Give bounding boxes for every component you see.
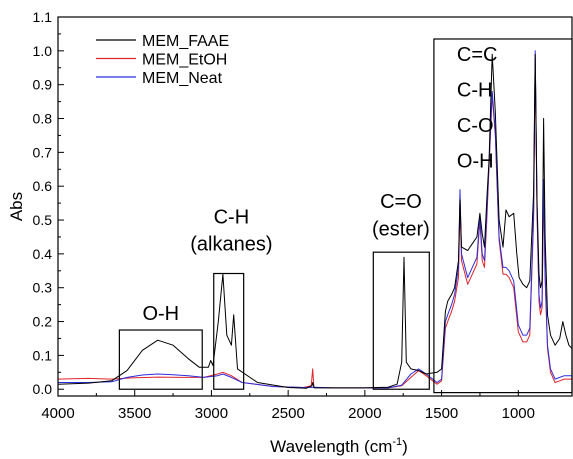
series-layer (57, 50, 573, 389)
annotation-box-oh (118, 329, 203, 390)
y-tick-label: 0.3 (33, 280, 53, 296)
annotation-box-fp (433, 38, 573, 394)
x-tick-label: 2000 (348, 405, 381, 422)
legend-label: MEM_EtOH (142, 52, 227, 69)
x-tick-label: 1500 (425, 405, 458, 422)
x-axis-label-main: Wavelength (cm (270, 437, 392, 456)
annotation-label-ch: (alkanes) (190, 233, 272, 255)
y-tick-label: 0.7 (33, 144, 53, 160)
y-tick-label: 0.6 (33, 178, 53, 194)
y-tick-label: 0.2 (33, 314, 53, 330)
y-tick-label: 0.9 (33, 77, 53, 93)
y-axis-label: Abs (7, 192, 26, 221)
annotation-box-ch (213, 272, 245, 390)
annotation-box-co (372, 251, 430, 390)
y-tick-label: 0.4 (33, 246, 53, 262)
x-tick-label: 1000 (502, 405, 535, 422)
annotation-label-co: C=O (380, 191, 422, 213)
x-axis-label: Wavelength (cm-1) (270, 436, 408, 456)
annotation-label-oh: O-H (142, 303, 179, 325)
annotation-label-ch: C-H (214, 206, 250, 228)
y-tick-label: 0.1 (33, 347, 53, 363)
x-axis-label-superscript: -1 (392, 436, 402, 448)
annotation-layer: O-H C-H (alkanes) C=O (ester) C=C C-H C-O O-H (118, 38, 573, 394)
x-tick-label: 2500 (271, 405, 304, 422)
legend-label: MEM_Neat (142, 70, 223, 87)
axis-layer: 4000 3500 3000 2500 2000 1500 1000 0.0 0.1 0.2 0.3… (33, 9, 535, 422)
annotation-label-co: (ester) (372, 218, 430, 240)
plot-frame (57, 16, 573, 397)
x-tick-label: 4000 (41, 405, 74, 422)
y-tick-label: 0.0 (33, 381, 53, 397)
x-tick-label: 3500 (118, 405, 151, 422)
annotation-label-fp: C-O (457, 115, 494, 137)
y-tick-label: 0.8 (33, 111, 53, 127)
series-line-mem-faae (57, 53, 573, 389)
x-axis-label-close: ) (402, 437, 408, 456)
annotation-label-fp: C=C (457, 44, 498, 66)
annotation-label-fp: C-H (457, 80, 493, 102)
y-tick-label: 1.0 (33, 43, 53, 59)
y-tick-label: 1.1 (33, 9, 53, 25)
y-tick-label: 0.5 (33, 212, 53, 228)
x-tick-label: 3000 (195, 405, 228, 422)
legend-label: MEM_FAAE (142, 33, 229, 50)
annotation-label-fp: O-H (457, 151, 494, 173)
